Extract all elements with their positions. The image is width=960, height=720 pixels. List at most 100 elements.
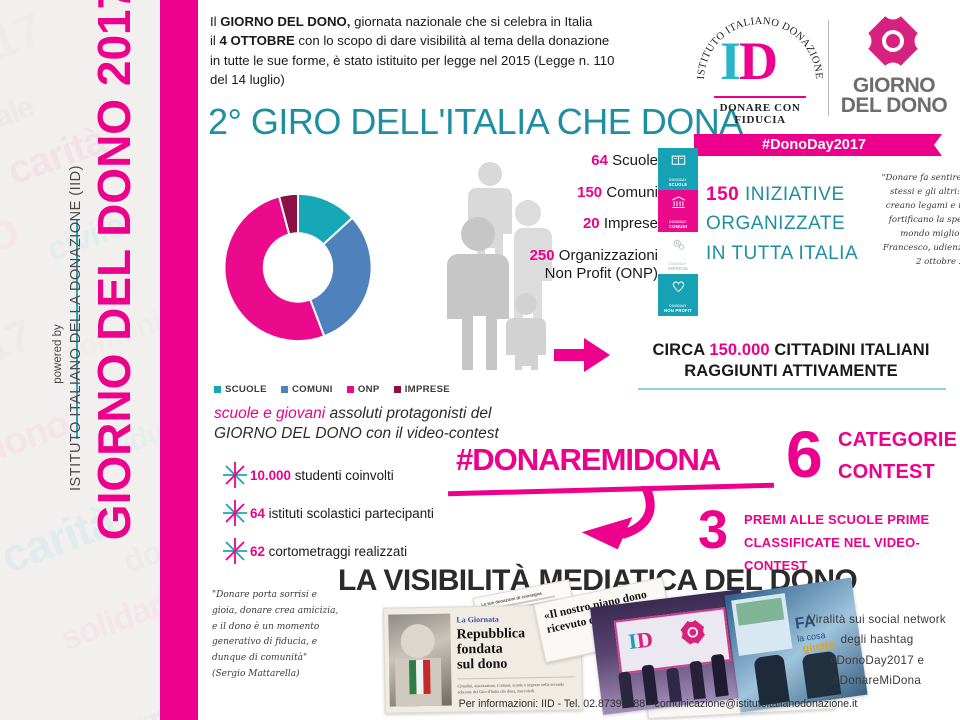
bullet-text: 62 cortometraggi realizzati bbox=[250, 543, 408, 559]
legend-swatch bbox=[346, 386, 354, 393]
reach-prefix: CIRCA bbox=[652, 341, 710, 359]
tile-kicker: DONODAY bbox=[669, 178, 687, 182]
social-virality-note: Viralità sui social network degli hashta… bbox=[807, 613, 947, 687]
book-icon bbox=[658, 153, 698, 173]
contest-three-number: 3 bbox=[698, 500, 729, 560]
reach-suffix: CITTADINI ITALIANI bbox=[769, 341, 930, 359]
tile-label: DONODAY SCUOLE bbox=[658, 178, 698, 187]
legend-swatch bbox=[280, 386, 288, 393]
stat-number: 64 bbox=[591, 152, 608, 169]
sidebar-divider bbox=[76, 219, 78, 439]
schools-lead-rest: assoluti protagonisti del bbox=[325, 405, 492, 422]
asterisk-icon bbox=[223, 538, 247, 564]
intro-l3: in tutte le sue forme, è stato istituito… bbox=[210, 52, 615, 68]
category-tile-imprese: DONODAY IMPRESE bbox=[658, 232, 698, 274]
sidebar: dono 2017 civile ufficiale carità dono c… bbox=[0, 0, 160, 720]
stat-label: Comuni bbox=[606, 183, 658, 201]
iid-underline bbox=[714, 96, 806, 98]
stat-row: 20 Imprese bbox=[498, 215, 658, 233]
category-tile-scuole: DONODAY SCUOLE bbox=[658, 148, 698, 190]
stat-number: 20 bbox=[582, 215, 600, 233]
legend-label: SCUOLE bbox=[225, 384, 267, 395]
pope-quote-attribution: (Papa Francesco, udienza privata del 2 o… bbox=[882, 242, 960, 267]
sidebar-title: GIORNO DEL DONO 2017 bbox=[88, 0, 140, 541]
iid-letter-i: I bbox=[720, 31, 741, 91]
stat-number: 250 bbox=[529, 247, 555, 265]
intro-l1c: giornata nazionale che si celebra in Ita… bbox=[350, 14, 593, 29]
stat-row: 64 Scuole bbox=[498, 152, 658, 170]
iid-arc-text: ISTITUTO ITALIANO DONAZIONE bbox=[696, 16, 824, 80]
reach-number: 150.000 bbox=[709, 341, 770, 359]
stat-row: 150 Comuni bbox=[498, 184, 658, 202]
legend-label: IMPRESE bbox=[404, 384, 450, 395]
mattarella-quote-attribution: (Sergio Mattarella) bbox=[212, 668, 300, 679]
intro-l2b: 4 OTTOBRE bbox=[219, 33, 295, 49]
initiatives-block: 150 INIZIATIVE ORGANIZZATE IN TUTTA ITAL… bbox=[706, 180, 866, 268]
sidebar-organization: ISTITUTO ITALIANO DELLA DONAZIONE (IID) bbox=[68, 165, 84, 491]
contest-six-label2: CONTEST bbox=[838, 461, 935, 483]
donut-slice-comuni bbox=[296, 216, 373, 338]
legend-label: ONP bbox=[357, 384, 380, 395]
category-tile-non-profit: DONODAY NON PROFIT bbox=[658, 274, 698, 316]
logo-divider bbox=[828, 20, 829, 116]
bullet-item: 64 istituti scolastici partecipanti bbox=[220, 494, 520, 532]
tile-label: DONODAY IMPRESE bbox=[658, 262, 698, 271]
initiatives-word: INIZIATIVE bbox=[739, 184, 845, 205]
mattarella-quote: "Donare porta sorrisi e gioia, donare cr… bbox=[212, 588, 340, 683]
legend-item-comuni: COMUNI bbox=[280, 384, 333, 395]
stat-number: 150 bbox=[577, 183, 603, 201]
contest-three-label2: CLASSIFICATE NEL VIDEO-CONTEST bbox=[744, 535, 921, 573]
arrow-right-icon bbox=[554, 338, 610, 372]
stat-label: Imprese bbox=[603, 215, 658, 233]
contest-six-label1: CATEGORIE bbox=[838, 429, 958, 451]
intro-l2c: con lo scopo di dare visibilità al tema … bbox=[294, 33, 610, 49]
category-tile-comuni: DONODAY COMUNI bbox=[658, 190, 698, 232]
mattarella-quote-text: "Donare porta sorrisi e gioia, donare cr… bbox=[212, 590, 339, 663]
clipping-tv-stage: ID bbox=[589, 589, 755, 715]
curved-arrow-icon bbox=[581, 486, 655, 550]
bullet-text: 64 istituti scolastici partecipanti bbox=[250, 505, 434, 521]
reach-statement: CIRCA 150.000 CITTADINI ITALIANI RAGGIUN… bbox=[626, 340, 956, 382]
contest-six-labels: CATEGORIE CONTEST bbox=[838, 424, 960, 488]
pink-vertical-strip bbox=[160, 0, 198, 720]
bank-icon bbox=[658, 195, 698, 215]
giro-headline: 2° GIRO DELL'ITALIA CHE DONA bbox=[208, 101, 743, 142]
intro-l1b: GIORNO DEL DONO, bbox=[220, 14, 351, 29]
press-clippings: Le tue donazioni di consegna La G bbox=[328, 576, 888, 719]
legend-swatch bbox=[393, 386, 401, 393]
bullet-number: 64 bbox=[250, 505, 265, 521]
donoday-badge: #DonoDay2017 bbox=[694, 134, 942, 156]
stat-label: Organizzazioni bbox=[558, 247, 658, 265]
bullet-text: 10.000 studenti coinvolti bbox=[250, 467, 394, 483]
initiatives-number: 150 bbox=[706, 184, 740, 205]
bullet-item: 10.000 studenti coinvolti bbox=[220, 456, 520, 494]
pope-quote-text: "Donare fa sentire più felici noi stessi… bbox=[881, 173, 960, 239]
asterisk-icon bbox=[223, 462, 247, 488]
tile-label: DONODAY COMUNI bbox=[658, 220, 698, 229]
tile-kicker: DONODAY bbox=[669, 220, 687, 224]
legend-label: COMUNI bbox=[291, 384, 333, 395]
tile-label: DONODAY NON PROFIT bbox=[658, 304, 698, 313]
initiatives-line2: ORGANIZZATE bbox=[706, 213, 846, 235]
legend-item-onp: ONP bbox=[346, 384, 380, 395]
contest-three-labels: PREMI ALLE SCUOLE PRIME CLASSIFICATE NEL… bbox=[744, 508, 960, 577]
main-content: Il GIORNO DEL DONO, giornata nazionale c… bbox=[198, 0, 960, 720]
contest-hashtag: #DONAREMIDONA bbox=[456, 442, 721, 477]
legend-item-imprese: IMPRESE bbox=[393, 384, 450, 395]
sidebar-powered-by: powered by bbox=[52, 324, 64, 384]
chart-legend: SCUOLE COMUNI ONP IMPRESE bbox=[214, 384, 450, 395]
pope-quote: "Donare fa sentire più felici noi stessi… bbox=[880, 172, 960, 269]
legend-item-scuole: SCUOLE bbox=[214, 384, 267, 395]
clipping-photo bbox=[388, 613, 452, 707]
person-icon bbox=[506, 293, 546, 370]
reach-line2: RAGGIUNTI ATTIVAMENTE bbox=[684, 361, 898, 380]
stat-row: 250 Organizzazioni Non Profit (ONP) bbox=[498, 247, 658, 282]
intro-l4: del 14 luglio) bbox=[210, 71, 285, 87]
contest-six-number: 6 bbox=[786, 417, 823, 491]
bullet-number: 10.000 bbox=[250, 467, 291, 483]
bullet-item: 62 cortometraggi realizzati bbox=[220, 532, 520, 570]
schools-bullets: 10.000 studenti coinvolti 64 istituti sc… bbox=[220, 456, 520, 570]
iid-tagline: DONARE CON FIDUCIA bbox=[719, 102, 801, 126]
initiatives-line3: IN TUTTA ITALIA bbox=[706, 242, 859, 264]
